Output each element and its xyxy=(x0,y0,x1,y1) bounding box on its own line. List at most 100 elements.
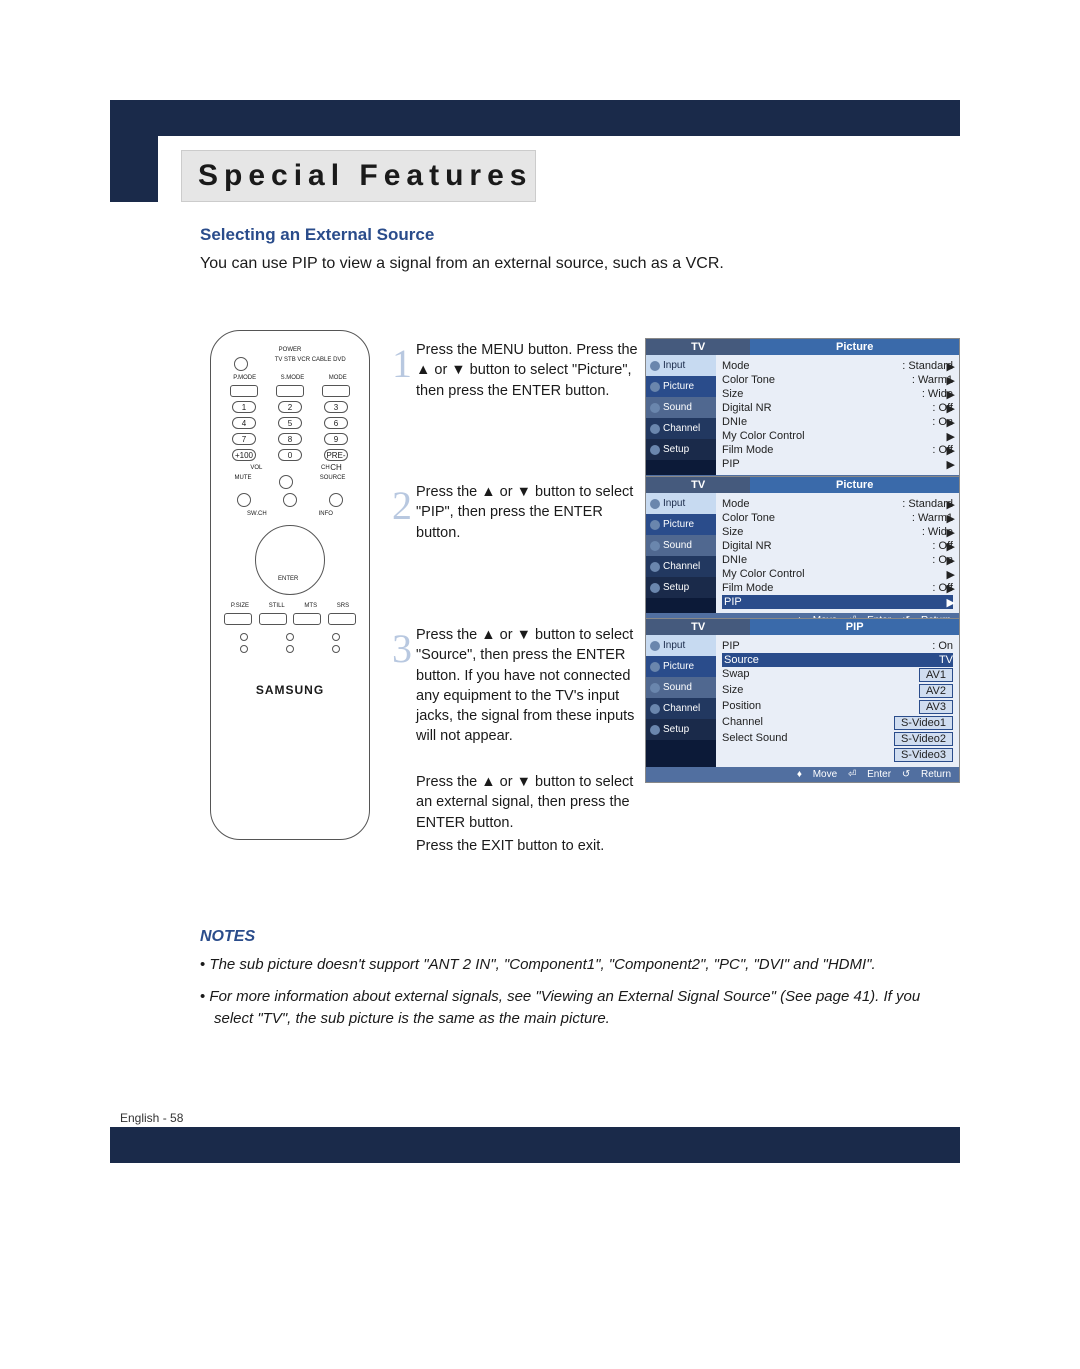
sound-icon xyxy=(650,541,660,551)
channel-icon xyxy=(650,562,660,572)
vol-rocker xyxy=(279,475,293,489)
tab-sound-label: Sound xyxy=(663,682,692,693)
tab-channel-label: Channel xyxy=(663,561,700,572)
mts-btn xyxy=(293,613,321,625)
step-3c: Press the EXIT button to exit. xyxy=(416,836,646,856)
smode-label: S.MODE xyxy=(281,375,305,381)
page-left-band xyxy=(110,100,158,202)
section-title: Special Features xyxy=(198,159,532,193)
picture-icon xyxy=(650,382,660,392)
tab-picture-label: Picture xyxy=(663,661,694,672)
setup-icon xyxy=(650,725,660,735)
step-1: 1 Press the MENU button. Press the ▲ or … xyxy=(416,340,646,401)
step-3-text: Press the ▲ or ▼ button to select "Sourc… xyxy=(416,627,634,744)
tab-channel: Channel xyxy=(646,556,716,577)
footer-return-text: Return xyxy=(921,769,951,780)
remote-mode-labels: TV STB VCR CABLE DVD xyxy=(275,357,346,371)
tab-input: Input xyxy=(646,493,716,514)
note-1: The sub picture doesn't support "ANT 2 I… xyxy=(200,954,940,976)
vol-label: VOL xyxy=(250,465,262,471)
tab-sound-label: Sound xyxy=(663,402,692,413)
tab-input: Input xyxy=(646,635,716,656)
ch-label: CH xyxy=(321,465,330,471)
tab-input-label: Input xyxy=(663,360,685,371)
source-label: SOURCE xyxy=(320,475,346,489)
section-header: Special Features xyxy=(181,150,536,202)
num-3: 3 xyxy=(324,401,348,413)
tab-picture: Picture xyxy=(646,376,716,397)
tab-picture: Picture xyxy=(646,656,716,677)
tab-picture-label: Picture xyxy=(663,519,694,530)
num-2: 2 xyxy=(278,401,302,413)
tab-input: Input xyxy=(646,355,716,376)
tab-input-label: Input xyxy=(663,640,685,651)
num-7: 7 xyxy=(232,433,256,445)
num-0: 0 xyxy=(278,449,302,461)
input-icon xyxy=(650,361,660,371)
osd-title: Picture xyxy=(750,477,959,493)
mute-label: MUTE xyxy=(235,475,252,489)
num-4: 4 xyxy=(232,417,256,429)
power-icon xyxy=(234,357,248,371)
osd-content-1: Mode: Standard▶Color Tone: Warm1▶Size: W… xyxy=(716,355,959,475)
dot-2 xyxy=(286,633,294,641)
osd-tv: TV xyxy=(646,619,750,635)
psize-btn xyxy=(224,613,252,625)
intro-text: You can use PIP to view a signal from an… xyxy=(200,255,724,273)
page-bottom-bar xyxy=(110,1127,960,1163)
dot-5 xyxy=(286,645,294,653)
picture-icon xyxy=(650,662,660,672)
tab-channel: Channel xyxy=(646,698,716,719)
subtitle: Selecting an External Source xyxy=(200,225,434,245)
sound-icon xyxy=(650,683,660,693)
osd-pip: TV PIP Input Picture Sound Channel Setup… xyxy=(645,618,960,783)
step-2: 2 Press the ▲ or ▼ button to select "PIP… xyxy=(416,482,646,543)
dpad xyxy=(255,525,325,595)
input-icon xyxy=(650,641,660,651)
osd-tv: TV xyxy=(646,339,750,355)
notes-list: The sub picture doesn't support "ANT 2 I… xyxy=(200,954,940,1039)
setup-icon xyxy=(650,583,660,593)
notes-heading: NOTES xyxy=(200,928,255,946)
footer-move: ♦ Move xyxy=(797,769,837,780)
step-3: 3 Press the ▲ or ▼ button to select "Sou… xyxy=(416,625,646,747)
input-icon xyxy=(650,499,660,509)
note-2: For more information about external sign… xyxy=(200,986,940,1030)
mode-button xyxy=(322,385,350,397)
tab-sound-label: Sound xyxy=(663,540,692,551)
num-1: 1 xyxy=(232,401,256,413)
smode-button xyxy=(276,385,304,397)
step-1-text: Press the MENU button. Press the ▲ or ▼ … xyxy=(416,342,638,399)
tab-setup-label: Setup xyxy=(663,724,689,735)
dot-1 xyxy=(240,633,248,641)
still-btn xyxy=(259,613,287,625)
osd-tabs: Input Picture Sound Channel Setup xyxy=(646,355,716,475)
tab-setup-label: Setup xyxy=(663,582,689,593)
osd-picture-1: TV Picture Input Picture Sound Channel S… xyxy=(645,338,960,491)
srs-btn xyxy=(328,613,356,625)
num-9: 9 xyxy=(324,433,348,445)
channel-icon xyxy=(650,704,660,714)
osd-picture-2: TV Picture Input Picture Sound Channel S… xyxy=(645,476,960,629)
tab-channel-label: Channel xyxy=(663,423,700,434)
tab-channel: Channel xyxy=(646,418,716,439)
tab-sound: Sound xyxy=(646,677,716,698)
num-8: 8 xyxy=(278,433,302,445)
pmode-button xyxy=(230,385,258,397)
setup-icon xyxy=(650,445,660,455)
mts-label: MTS xyxy=(304,603,317,609)
dot-3 xyxy=(332,633,340,641)
osd-tabs: Input Picture Sound Channel Setup xyxy=(646,635,716,767)
tab-setup: Setup xyxy=(646,719,716,740)
step-2-text: Press the ▲ or ▼ button to select "PIP",… xyxy=(416,484,633,541)
dot-4 xyxy=(240,645,248,653)
step-3b: Press the ▲ or ▼ button to select an ext… xyxy=(416,772,646,833)
tab-setup: Setup xyxy=(646,577,716,598)
mute-button xyxy=(237,493,251,507)
osd-content-3: PIP: OnSourceTVSwapAV1SizeAV2PositionAV3… xyxy=(716,635,959,767)
dot-6 xyxy=(332,645,340,653)
tab-setup-label: Setup xyxy=(663,444,689,455)
picture-icon xyxy=(650,520,660,530)
swoch-label: SW.CH xyxy=(247,511,267,517)
osd-footer: ♦ Move ⏎ Enter ↺ Return xyxy=(646,767,959,782)
